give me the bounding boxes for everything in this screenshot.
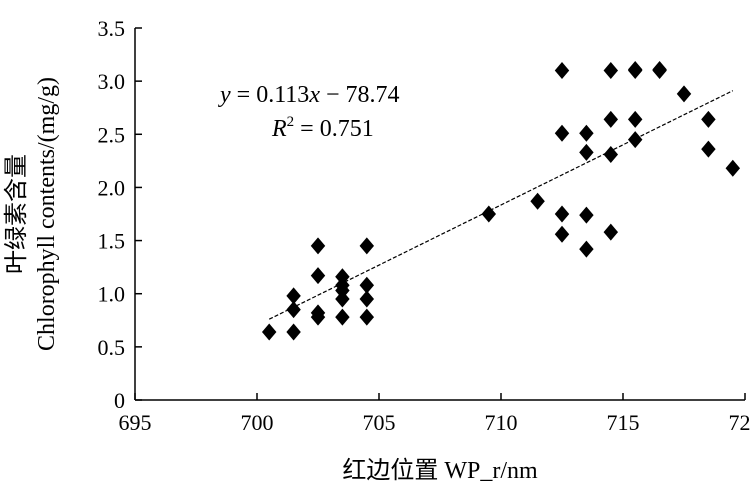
data-point-diamond [310,304,326,322]
data-point-diamond [481,205,497,223]
data-point-diamond [627,110,643,128]
x-tick-label: 715 [607,410,640,435]
y-axis-ticks: 0 0.5 1.0 1.5 2.0 2.5 3.0 3.5 [98,16,142,413]
y-tick-label: 3.0 [98,69,126,94]
x-tick-label: 710 [485,410,518,435]
data-point-diamond [335,268,350,286]
x-axis-title: 红边位置 WP_r/nm [342,457,538,484]
y-tick-label: 2.5 [98,122,126,147]
x-axis-ticks: 695 700 705 710 715 720 [119,393,750,435]
trendline-group [268,90,734,320]
y-tick-label: 1.5 [98,229,126,254]
data-point-diamond [359,237,375,255]
data-point-diamond [603,110,619,128]
data-point-diamond [701,110,716,128]
data-point-diamond [359,308,375,326]
data-point-diamond [286,301,301,319]
data-point-diamond [579,143,594,161]
data-point-diamond [359,276,375,294]
data-point-diamond [579,124,594,142]
r-squared-label: R2 = 0.751 [271,114,374,142]
data-point-diamond [579,240,594,258]
data-point-diamond [725,159,741,177]
regression-equation: y = 0.113x − 78.74 [218,82,400,108]
data-point-diamond [701,140,716,158]
data-point-diamond [530,192,545,210]
data-point-diamond [335,276,350,294]
data-point-diamond [554,62,570,80]
data-point-diamond [603,145,619,163]
data-point-diamond [603,62,619,80]
y-tick-label: 1.0 [98,282,126,307]
data-point-diamond [676,85,692,103]
y-tick-label: 0.5 [98,335,126,360]
data-point-diamond [554,205,570,223]
data-point-diamond [286,287,301,305]
data-point-diamond [603,223,619,241]
data-point-diamond [310,237,326,255]
data-point-diamond [579,206,594,224]
x-tick-label: 720 [729,410,750,435]
data-point-diamond [652,60,667,78]
data-point-diamond [310,267,326,285]
y-axis-title-chinese: 叶绿素含量 [3,154,30,274]
regression-trendline [268,90,734,320]
data-points [261,60,741,341]
y-tick-label: 3.5 [98,16,126,41]
y-axis-title-english: Chlorophyll contents/(mg/g) [34,77,60,351]
data-point-diamond [286,323,301,341]
data-point-diamond [359,290,375,308]
x-tick-label: 700 [241,410,274,435]
data-point-diamond [627,131,643,149]
x-tick-label: 695 [119,410,152,435]
data-point-diamond [554,124,570,142]
data-point-diamond [554,225,570,243]
y-tick-label: 0 [114,388,125,413]
data-point-diamond [261,323,277,341]
data-point-diamond [335,290,350,308]
data-point-diamond [627,60,643,78]
x-tick-label: 705 [363,410,396,435]
y-tick-label: 2.0 [98,175,126,200]
data-point-diamond [335,308,350,326]
